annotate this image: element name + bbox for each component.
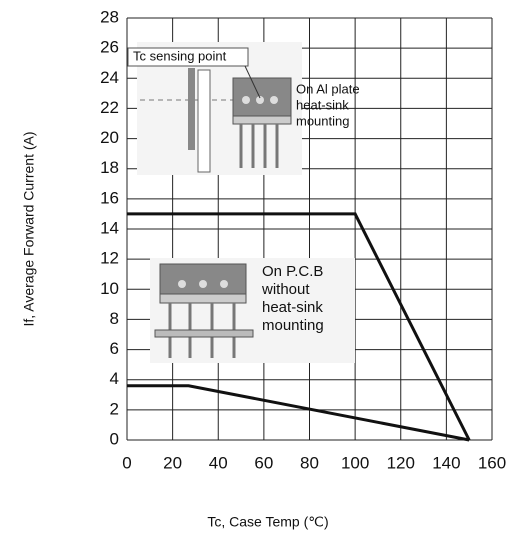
x-tick-label: 160	[478, 453, 506, 472]
side-view	[188, 68, 195, 150]
annotation: heat-sink	[296, 97, 349, 112]
y-axis-label: If, Average Forward Current (A)	[21, 131, 37, 326]
x-tick-label: 40	[209, 453, 228, 472]
pin-mark	[220, 280, 228, 288]
y-tick-label: 28	[100, 7, 119, 26]
x-axis-label: Tc, Case Temp (℃)	[207, 514, 328, 530]
leads	[239, 124, 279, 168]
annotation: On Al plate	[296, 81, 360, 96]
y-tick-label: 20	[100, 128, 119, 147]
x-tick-label: 120	[387, 453, 415, 472]
x-tick-label: 20	[163, 453, 182, 472]
annotation: mounting	[262, 317, 324, 334]
package-base	[232, 115, 292, 125]
annotation: heat-sink	[262, 299, 323, 316]
x-tick-label: 100	[341, 453, 369, 472]
pin-mark	[242, 96, 250, 104]
pin-mark	[199, 280, 207, 288]
y-tick-label: 24	[100, 68, 119, 87]
package	[159, 263, 247, 295]
heat-sink	[197, 69, 211, 173]
y-tick-label: 26	[100, 38, 119, 57]
annotation: without	[261, 281, 310, 298]
insets: Tc sensing point On Al plate heat-sink m…	[127, 42, 360, 363]
y-tick-label: 4	[110, 369, 119, 388]
y-tick-label: 8	[110, 309, 119, 328]
annotation: Tc sensing point	[133, 48, 227, 63]
x-tick-label: 60	[254, 453, 273, 472]
y-tick-label: 18	[100, 158, 119, 177]
y-tick-label: 12	[100, 249, 119, 268]
annotation: On P.C.B	[262, 263, 323, 280]
y-tick-label: 0	[110, 429, 119, 448]
label-box	[127, 47, 249, 67]
pin-mark	[256, 96, 264, 104]
pcb	[154, 329, 254, 338]
y-tick-label: 14	[100, 218, 119, 237]
y-tick-label: 10	[100, 279, 119, 298]
line-series	[127, 212, 471, 441]
y-tick-label: 2	[110, 399, 119, 418]
y-tick-label: 16	[100, 188, 119, 207]
line-series	[127, 384, 470, 442]
pin-mark	[178, 280, 186, 288]
x-tick-label: 140	[432, 453, 460, 472]
y-tick-label: 6	[110, 339, 119, 358]
pointer	[244, 65, 261, 99]
annotation: mounting	[296, 113, 349, 128]
pin-mark	[270, 96, 278, 104]
y-tick-label: 22	[100, 98, 119, 117]
x-tick-label: 80	[300, 453, 319, 472]
x-tick-label: 0	[122, 453, 131, 472]
package-base	[159, 293, 247, 304]
